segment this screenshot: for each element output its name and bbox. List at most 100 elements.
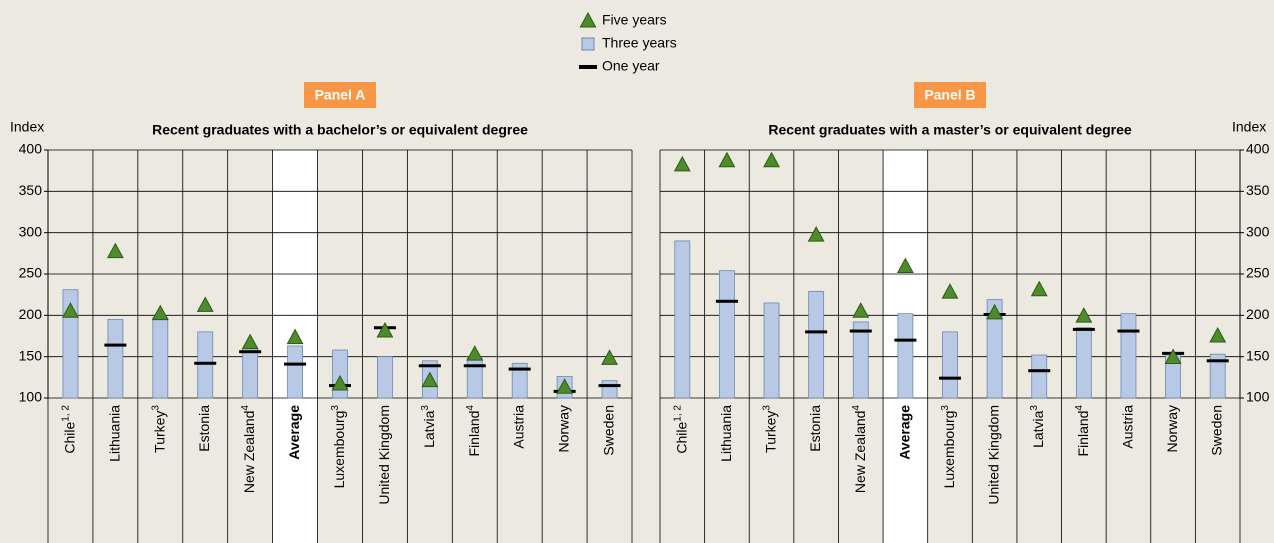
bar bbox=[511, 362, 528, 399]
five-year-marker bbox=[106, 242, 124, 259]
five-year-marker bbox=[286, 328, 304, 345]
x-tick-label: Latvia3 bbox=[419, 405, 436, 448]
one-year-marker bbox=[1072, 327, 1095, 331]
one-year-marker bbox=[194, 361, 217, 365]
category-name: New Zealand bbox=[851, 411, 867, 494]
category-note: 4 bbox=[850, 405, 861, 411]
x-tick-label: Estonia bbox=[807, 405, 823, 452]
bar bbox=[1120, 313, 1137, 399]
panel-label-box bbox=[304, 82, 376, 108]
category-name: Turkey bbox=[762, 411, 778, 453]
bar bbox=[601, 380, 618, 399]
panel-label: Panel A bbox=[315, 87, 366, 103]
axis-label: Index bbox=[1232, 119, 1266, 135]
category-name: Lithuania bbox=[718, 405, 734, 462]
bar bbox=[986, 299, 1003, 399]
axis-label: Index bbox=[10, 119, 44, 135]
y-tick-label: 350 bbox=[1246, 182, 1270, 198]
one-year-marker bbox=[1028, 369, 1051, 373]
category-note: 3 bbox=[1029, 405, 1040, 411]
legend-swatch bbox=[579, 11, 597, 28]
bar bbox=[152, 317, 169, 399]
category-name: Austria bbox=[510, 405, 526, 449]
category-note: 3 bbox=[940, 405, 951, 411]
bar bbox=[942, 331, 958, 399]
five-year-marker bbox=[466, 345, 484, 361]
x-tick-label: Chile1, 2 bbox=[60, 405, 77, 454]
x-tick-label: Average bbox=[286, 405, 302, 460]
five-year-marker bbox=[376, 321, 394, 338]
bar bbox=[763, 302, 780, 399]
one-year-marker bbox=[508, 367, 531, 371]
legend-label: Five years bbox=[602, 12, 667, 28]
five-year-marker bbox=[941, 283, 959, 299]
x-tick-label: Sweden bbox=[600, 405, 616, 456]
legend-swatch bbox=[581, 37, 595, 51]
bar bbox=[287, 345, 303, 399]
category-note: 1, 2 bbox=[60, 405, 71, 422]
bar bbox=[1075, 327, 1092, 399]
five-year-marker bbox=[556, 378, 574, 394]
x-tick-label: Turkey3 bbox=[761, 405, 778, 453]
bar bbox=[332, 349, 348, 399]
category-note: 1, 2 bbox=[672, 405, 683, 422]
y-tick-label: 400 bbox=[19, 141, 43, 157]
category-name: Latvia bbox=[1030, 410, 1046, 448]
category-note: 3 bbox=[419, 405, 430, 411]
category-name: Latvia bbox=[421, 410, 437, 448]
y-tick-label: 400 bbox=[1246, 141, 1270, 157]
y-tick-label: 300 bbox=[19, 223, 43, 239]
five-year-marker bbox=[852, 302, 870, 318]
x-tick-label: Turkey3 bbox=[150, 405, 167, 453]
bar bbox=[1031, 354, 1048, 399]
one-year-marker bbox=[849, 329, 872, 333]
category-name: Average bbox=[896, 405, 912, 460]
category-name: Chile bbox=[673, 421, 689, 453]
one-year-marker bbox=[598, 384, 621, 388]
five-year-marker bbox=[1075, 307, 1093, 323]
one-year-marker bbox=[1206, 359, 1229, 363]
x-tick-label: Sweden bbox=[1208, 405, 1224, 456]
five-year-marker bbox=[1030, 280, 1048, 297]
five-year-marker bbox=[1164, 348, 1182, 364]
x-tick-label: Lithuania bbox=[106, 405, 122, 462]
five-year-marker bbox=[421, 371, 439, 388]
category-name: Estonia bbox=[196, 405, 212, 452]
category-note: 4 bbox=[240, 405, 251, 411]
category-note: 4 bbox=[464, 405, 475, 411]
one-year-marker bbox=[939, 376, 961, 380]
category-name: Sweden bbox=[1208, 405, 1224, 456]
bar bbox=[197, 331, 214, 399]
five-year-marker bbox=[1209, 326, 1227, 343]
five-year-marker bbox=[807, 226, 825, 242]
bar bbox=[107, 319, 124, 399]
bar bbox=[1209, 353, 1226, 399]
x-tick-label: United Kingdom bbox=[985, 405, 1001, 505]
y-tick-label: 250 bbox=[1246, 265, 1270, 281]
five-year-marker bbox=[986, 303, 1004, 320]
legend-label: One year bbox=[602, 58, 660, 74]
x-tick-label: Norway bbox=[555, 405, 571, 452]
category-name: New Zealand bbox=[241, 411, 257, 494]
one-year-marker bbox=[894, 338, 917, 342]
y-tick-label: 150 bbox=[1246, 347, 1270, 363]
y-tick-label: 300 bbox=[1246, 223, 1270, 239]
x-tick-label: Austria bbox=[1119, 405, 1135, 449]
y-tick-label: 200 bbox=[19, 306, 43, 322]
x-tick-label: Luxembourg3 bbox=[330, 405, 347, 489]
category-name: Lithuania bbox=[106, 405, 122, 462]
legend-swatch bbox=[579, 65, 597, 69]
category-name: United Kingdom bbox=[376, 405, 392, 505]
category-name: Estonia bbox=[807, 405, 823, 452]
one-year-marker bbox=[715, 299, 738, 303]
category-note: 3 bbox=[761, 405, 772, 411]
category-name: Finland bbox=[465, 411, 481, 457]
category-name: Norway bbox=[1164, 405, 1180, 452]
category-name: Finland bbox=[1075, 411, 1091, 457]
category-name: Norway bbox=[555, 405, 571, 452]
y-tick-label: 350 bbox=[19, 182, 43, 198]
bar bbox=[674, 240, 691, 399]
bar bbox=[852, 321, 869, 399]
five-year-marker bbox=[331, 374, 349, 391]
panel-label: Panel B bbox=[924, 87, 975, 103]
